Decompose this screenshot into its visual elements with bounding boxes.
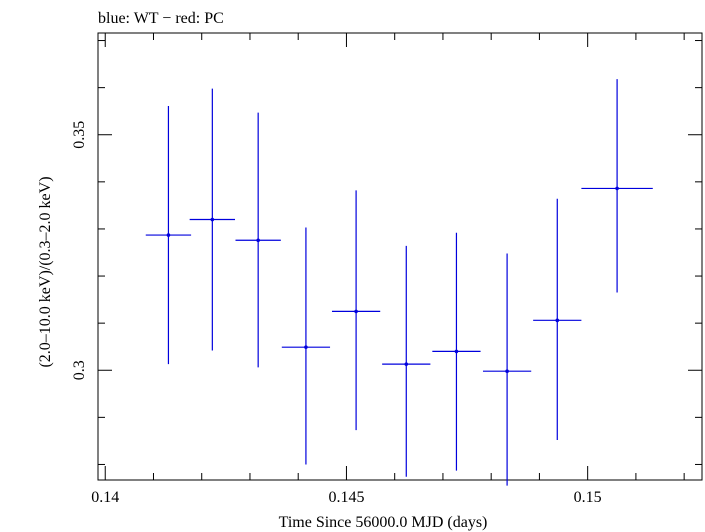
data-marker [210,217,215,222]
x-tick-label: 0.14 [91,489,119,506]
axis-tick-labels: 0.14 0.145 0.15 0.3 0.35 [71,121,602,506]
axis-ticks [98,33,702,480]
data-point [281,227,331,465]
plot-frame [97,32,703,481]
data-point [382,245,431,477]
data-marker [304,345,308,349]
data-points [145,79,653,486]
y-axis-label: (2.0–10.0 keV)/(0.3–2.0 keV) [37,176,54,367]
chart-title: blue: WT − red: PC [98,10,224,27]
data-marker [615,186,619,191]
x-axis-label: Time Since 56000.0 MJD (days) [279,514,488,531]
data-marker [505,369,509,373]
data-marker [454,349,459,354]
x-tick-label: 0.15 [574,489,602,506]
data-marker [555,318,560,323]
data-point [482,253,532,486]
data-point [432,232,481,471]
data-marker [404,362,409,366]
y-tick-label: 0.3 [71,360,88,380]
data-point [533,198,582,440]
x-tick-label: 0.145 [328,489,364,506]
data-point [145,106,192,365]
data-point [581,79,653,293]
data-marker [354,309,358,314]
y-tick-label: 0.35 [71,121,88,149]
data-point [331,190,381,431]
data-point [189,88,236,351]
data-marker [166,233,171,237]
data-marker [256,238,260,243]
data-point [235,112,281,368]
